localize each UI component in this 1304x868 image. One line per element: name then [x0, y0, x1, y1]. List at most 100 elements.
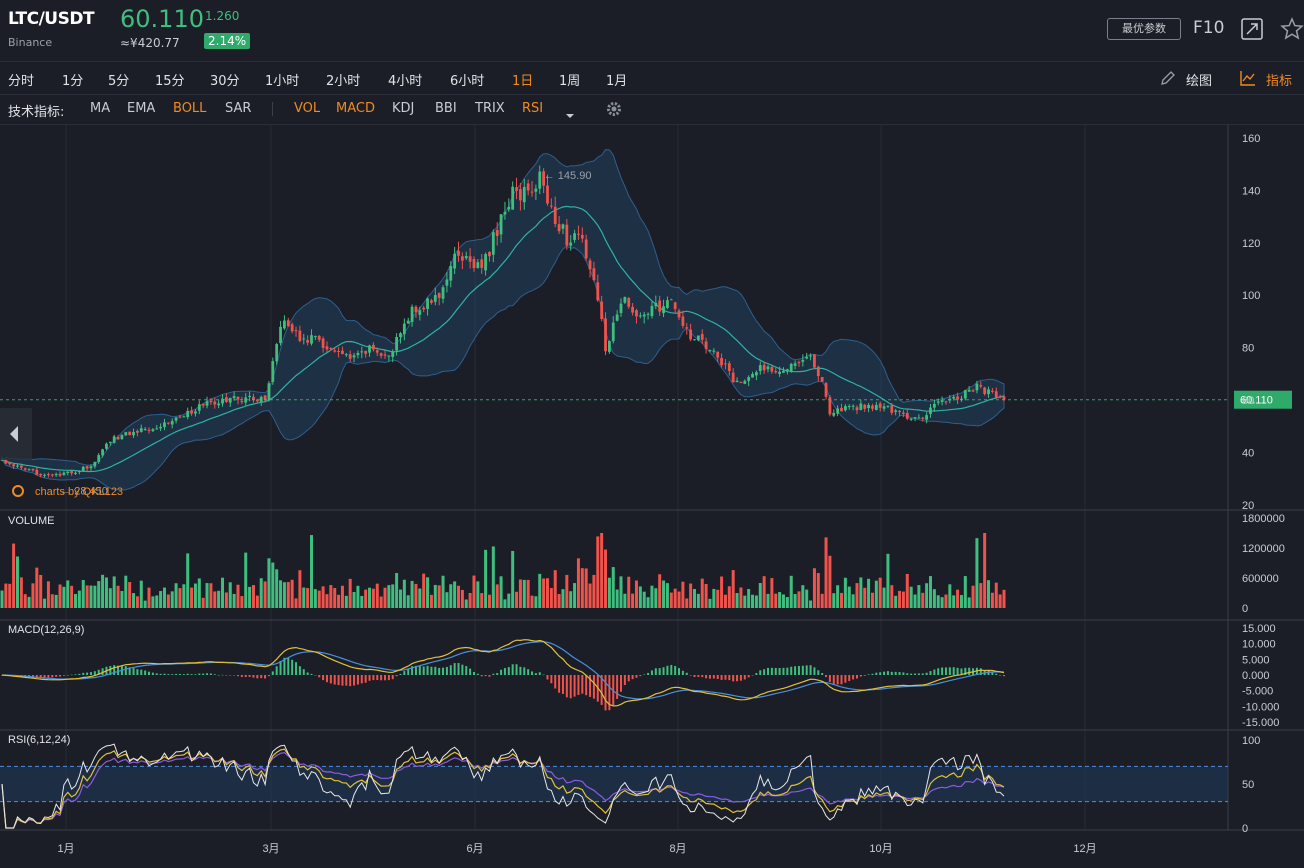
- volume-bar: [248, 586, 252, 608]
- volume-bar: [101, 574, 105, 608]
- volume-bar: [162, 587, 166, 608]
- caret-down-icon[interactable]: [565, 105, 575, 118]
- macd-hist-bar: [759, 670, 762, 675]
- scroll-left-icon[interactable]: [0, 408, 32, 460]
- volume-bar: [81, 580, 85, 608]
- candle-body: [418, 310, 422, 315]
- f10-button[interactable]: F10: [1193, 18, 1225, 38]
- ind-ma[interactable]: MA: [90, 101, 111, 116]
- candle-body: [673, 302, 677, 309]
- candle-body: [534, 188, 538, 192]
- ind-sar[interactable]: SAR: [225, 101, 252, 116]
- volume-bar: [793, 594, 797, 608]
- macd-hist-bar: [414, 665, 417, 675]
- candle-body: [913, 417, 917, 419]
- ind-vol[interactable]: VOL: [294, 101, 321, 116]
- volume-bar: [917, 585, 921, 608]
- macd-hist-bar: [434, 666, 437, 675]
- tf-1h[interactable]: 1小时: [265, 74, 300, 89]
- macd-hist-bar: [163, 673, 166, 675]
- macd-hist-bar: [871, 673, 874, 675]
- volume-bar: [646, 597, 650, 608]
- optimal-params-button[interactable]: 最优参数: [1107, 18, 1181, 40]
- tf-15min[interactable]: 15分: [155, 74, 185, 89]
- candle-body: [174, 417, 178, 421]
- candle-body: [108, 441, 112, 444]
- ind-bbi[interactable]: BBI: [435, 101, 457, 116]
- macd-hist-bar: [728, 675, 731, 681]
- candle-body: [217, 403, 221, 406]
- candle-body: [650, 305, 654, 317]
- volume-bar: [70, 585, 74, 608]
- ind-macd[interactable]: MACD: [336, 101, 375, 116]
- tf-4h[interactable]: 4小时: [388, 74, 423, 89]
- tf-5min[interactable]: 5分: [108, 74, 130, 89]
- volume-bar: [840, 592, 844, 608]
- tf-1mo[interactable]: 1月: [606, 74, 628, 89]
- volume-bar: [205, 583, 209, 608]
- volume-bar: [901, 591, 905, 608]
- candle-body: [921, 417, 925, 419]
- ind-rsi[interactable]: RSI: [522, 101, 544, 116]
- volume-bar: [356, 585, 360, 608]
- rsi24-line: [1, 751, 1005, 829]
- indicator-tool-label[interactable]: 指标: [1266, 74, 1293, 89]
- macd-hist-bar: [538, 672, 541, 675]
- ind-trix[interactable]: TRIX: [475, 101, 505, 116]
- volume-bar: [321, 586, 325, 608]
- tf-1d[interactable]: 1日: [512, 74, 534, 89]
- candle-body: [39, 473, 43, 476]
- candle-body: [994, 391, 998, 398]
- volume-bar: [712, 588, 716, 608]
- x-tick-label: 6月: [466, 843, 483, 855]
- volume-bar: [805, 589, 809, 608]
- grid-lines: [0, 125, 1304, 831]
- candle-body: [143, 428, 147, 430]
- macd-hist-bar: [697, 675, 700, 677]
- rsi-pane-title: RSI(6,12,24): [8, 734, 70, 746]
- volume-bar: [294, 598, 298, 608]
- gear-icon[interactable]: [605, 100, 623, 118]
- candle-body: [112, 436, 116, 443]
- x-tick-label: 12月: [1073, 843, 1096, 855]
- tf-6h[interactable]: 6小时: [450, 74, 485, 89]
- volume-bar: [12, 543, 16, 608]
- ind-ema[interactable]: EMA: [127, 101, 156, 116]
- volume-bar: [383, 587, 387, 608]
- volume-bar: [758, 582, 762, 608]
- volume-bar: [634, 580, 638, 608]
- pencil-icon[interactable]: [1160, 70, 1176, 86]
- candle-body: [298, 330, 302, 341]
- ind-kdj[interactable]: KDJ: [392, 101, 415, 116]
- candle-body: [743, 380, 747, 384]
- candle-body: [747, 377, 751, 381]
- volume-bar: [576, 558, 580, 608]
- volume-bar: [46, 581, 50, 608]
- candle-body: [546, 185, 549, 204]
- candle-body: [627, 298, 631, 307]
- volume-bar: [449, 584, 453, 608]
- candle-body: [317, 335, 321, 340]
- macd-hist-bar: [384, 675, 387, 681]
- volume-bar: [286, 582, 290, 608]
- star-icon[interactable]: [1280, 17, 1304, 41]
- tf-30min[interactable]: 30分: [210, 74, 240, 89]
- tf-2h[interactable]: 2小时: [326, 74, 361, 89]
- macd-hist-bar: [198, 673, 201, 675]
- tf-fenshi[interactable]: 分时: [8, 74, 35, 89]
- tf-1w[interactable]: 1周: [559, 74, 581, 89]
- tf-1min[interactable]: 1分: [62, 74, 84, 89]
- draw-tool-label[interactable]: 绘图: [1186, 74, 1213, 89]
- candle-body: [642, 314, 646, 317]
- ind-boll[interactable]: BOLL: [173, 101, 207, 116]
- macd-hist-bar: [43, 675, 46, 679]
- candle-body: [62, 472, 66, 475]
- expand-icon[interactable]: [1241, 18, 1263, 40]
- volume-bar: [669, 592, 673, 608]
- macd-hist-bar: [999, 674, 1002, 676]
- indicator-chart-icon[interactable]: [1240, 70, 1256, 86]
- macd-hist-bar: [144, 670, 147, 675]
- macd-hist-bar: [82, 672, 85, 675]
- volume-bar: [890, 585, 894, 608]
